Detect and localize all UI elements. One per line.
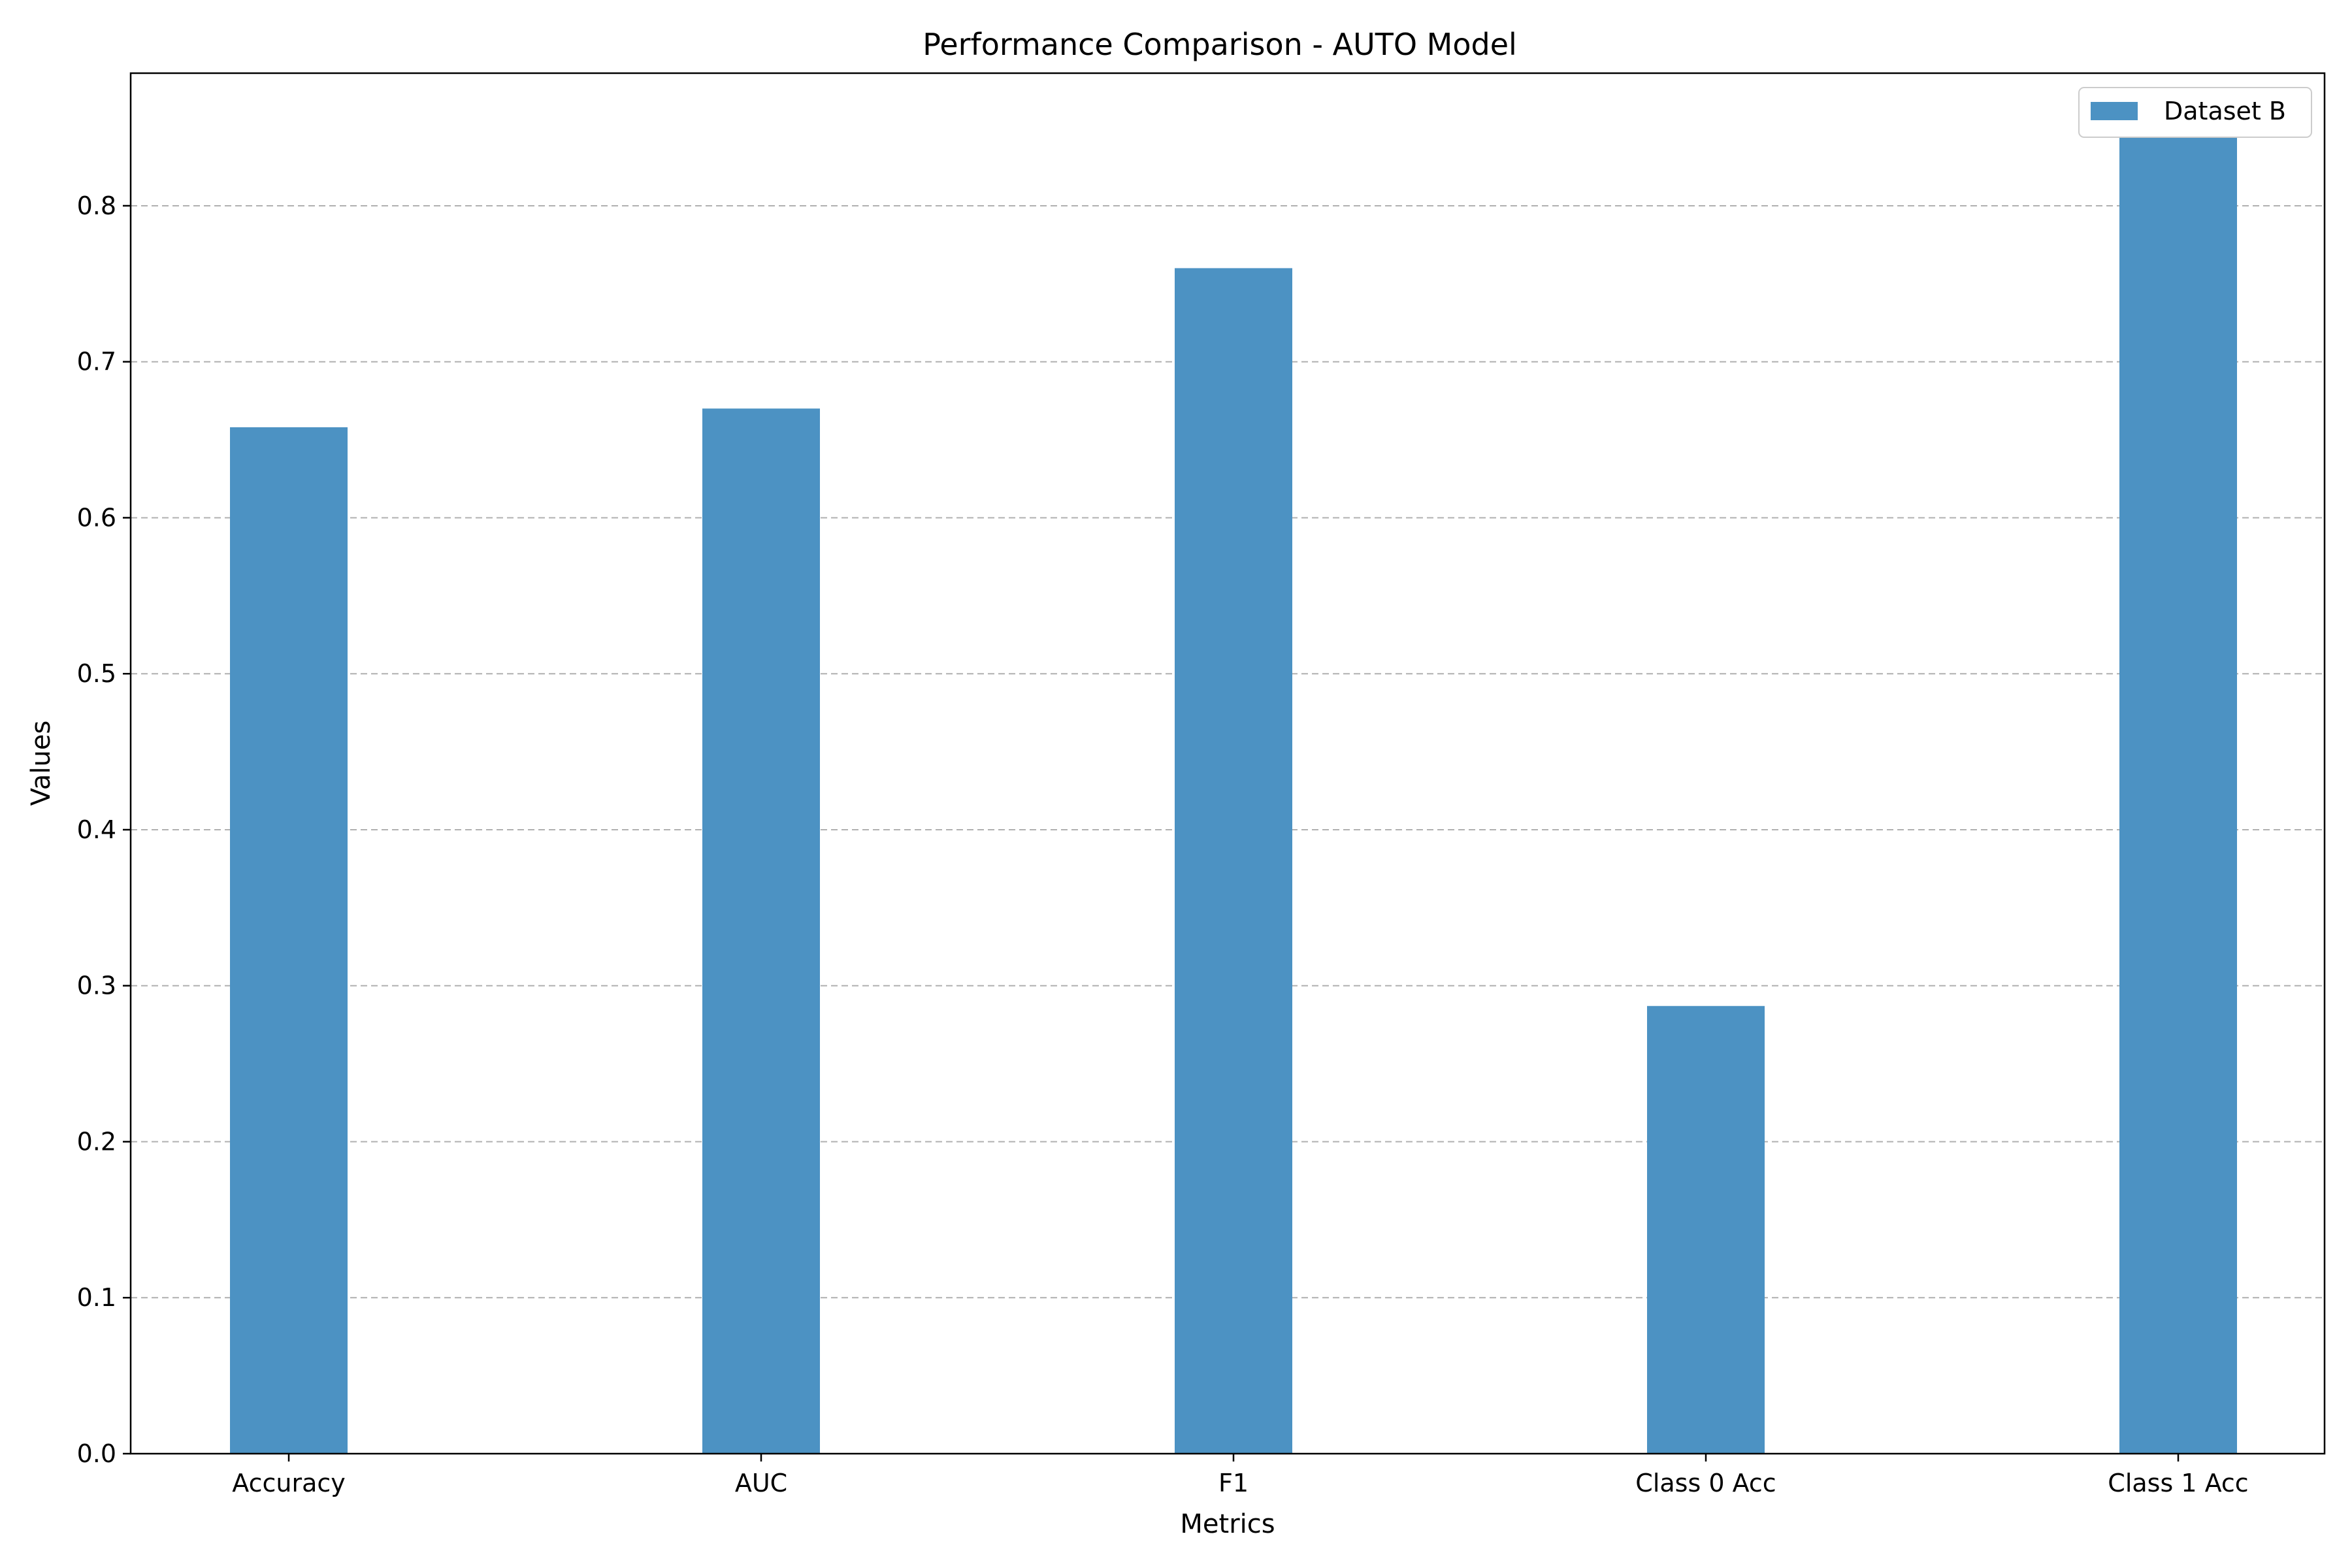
bar-class-0-acc: [1647, 1005, 1765, 1454]
x-axis-ticks: Accuracy AUC F1 Class 0 Acc Class 1 Acc: [232, 1454, 2249, 1497]
y-tick-label: 0.1: [77, 1283, 116, 1312]
bar-accuracy: [230, 427, 348, 1454]
x-tick-label: Accuracy: [232, 1469, 346, 1497]
legend-label: Dataset B: [2164, 97, 2286, 125]
y-tick-label: 0.0: [77, 1439, 116, 1468]
x-tick-label: F1: [1218, 1469, 1249, 1497]
bar-class-1-acc: [2119, 135, 2237, 1454]
x-tick-label: AUC: [735, 1469, 787, 1497]
y-tick-label: 0.6: [77, 503, 116, 532]
x-tick-label: Class 0 Acc: [1635, 1469, 1776, 1497]
y-tick-label: 0.5: [77, 659, 116, 688]
legend-box: [2078, 87, 2312, 138]
y-axis-ticks: 0.0 0.1 0.2 0.3 0.4 0.5 0.6 0.7 0.8: [77, 191, 131, 1468]
y-tick-label: 0.8: [77, 191, 116, 220]
y-tick-label: 0.7: [77, 348, 116, 376]
y-axis-label: Values: [26, 721, 56, 806]
bars: [230, 135, 2237, 1454]
bar-f1: [1175, 268, 1292, 1454]
legend-swatch: [2091, 102, 2138, 120]
y-tick-label: 0.2: [77, 1127, 116, 1156]
legend: Dataset B: [2078, 87, 2312, 138]
chart-title: Performance Comparison - AUTO Model: [923, 27, 1517, 62]
plot-frame: [129, 72, 2326, 1455]
x-axis-label: Metrics: [1180, 1509, 1275, 1539]
y-tick-label: 0.4: [77, 815, 116, 844]
bar-auc: [702, 408, 820, 1454]
y-tick-label: 0.3: [77, 972, 116, 1000]
x-tick-label: Class 1 Acc: [2108, 1469, 2248, 1497]
